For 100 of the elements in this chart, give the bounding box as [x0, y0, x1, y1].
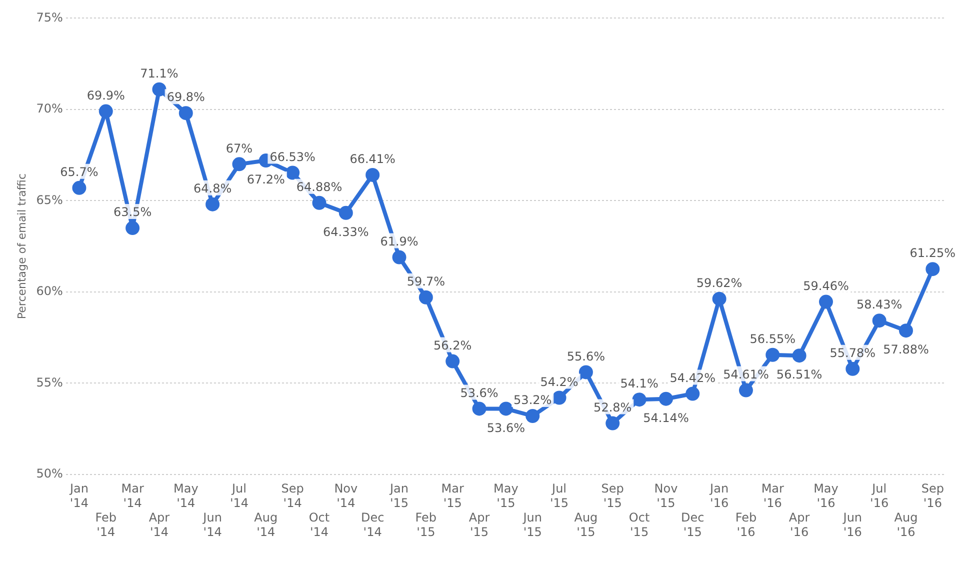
data-label: 61.9%: [380, 234, 418, 248]
data-label: 61.25%: [910, 246, 956, 260]
x-tick-label: Oct '15: [628, 510, 650, 539]
x-tick-label: Jan '16: [709, 482, 729, 510]
point: [766, 348, 780, 362]
data-label: 54.2%: [540, 374, 578, 389]
point: [338, 206, 353, 220]
x-tick-label: May '14: [173, 482, 198, 510]
point: [872, 314, 886, 328]
x-tick-label: Aug '16: [894, 510, 918, 539]
point: [98, 104, 113, 118]
point: [366, 168, 380, 182]
data-label: 63.5%: [113, 205, 152, 220]
x-tick-label: Oct '14: [308, 510, 330, 539]
data-label: 56.2%: [434, 338, 472, 352]
data-label: 64.8%: [193, 181, 232, 196]
point: [552, 390, 566, 405]
data-label: 52.8%: [594, 400, 632, 414]
data-label: 54.1%: [620, 376, 658, 391]
x-tick-label: Jul '14: [230, 482, 249, 510]
point: [286, 166, 300, 180]
point: [446, 354, 460, 368]
data-label: 57.88%: [883, 342, 929, 357]
point: [206, 197, 220, 212]
point: [232, 157, 246, 172]
x-tick-label: Jun '15: [522, 510, 542, 539]
x-tick-label: Apr '15: [468, 510, 490, 539]
data-label: 69.8%: [166, 90, 205, 104]
x-tick-label: Sep '14: [281, 482, 304, 510]
x-tick-label: Apr '16: [788, 510, 810, 539]
data-label: 64.33%: [323, 225, 369, 240]
point: [418, 290, 433, 304]
point: [792, 348, 806, 363]
data-label: 53.2%: [514, 393, 552, 408]
point: [526, 409, 540, 424]
x-tick-label: Feb '15: [415, 510, 437, 539]
x-tick-label: Jan '15: [389, 482, 409, 510]
x-tick-label: Dec '14: [360, 510, 384, 539]
data-label: 56.51%: [776, 368, 822, 382]
y-tick-label: 50%: [36, 466, 63, 481]
y-tick-label: 55%: [36, 375, 63, 390]
x-tick-label: Aug '14: [254, 510, 278, 539]
point: [926, 262, 940, 276]
x-tick-label: Feb '16: [735, 510, 757, 539]
data-label: 53.6%: [486, 420, 525, 435]
y-tick-label: 75%: [36, 10, 63, 24]
data-label: 54.61%: [723, 367, 769, 382]
data-label: 67%: [226, 141, 253, 156]
x-tick-label: Mar '15: [441, 482, 464, 510]
point: [472, 402, 486, 416]
point: [738, 383, 753, 398]
data-label: 59.46%: [803, 278, 849, 293]
x-tick-label: Nov '15: [654, 482, 678, 510]
point: [312, 196, 326, 210]
point: [818, 294, 833, 309]
point: [72, 180, 86, 195]
x-tick-label: May '15: [494, 482, 518, 510]
point: [578, 365, 593, 380]
data-label: 67.2%: [246, 172, 285, 187]
x-tick-label: Sep '16: [921, 482, 944, 510]
point: [126, 221, 140, 236]
y-tick-label: 70%: [36, 102, 63, 116]
data-label: 54.14%: [643, 410, 689, 425]
data-label: 59.7%: [406, 274, 445, 289]
point: [846, 362, 860, 376]
x-tick-label: Dec '15: [681, 510, 704, 539]
point: [658, 392, 673, 406]
x-tick-label: Jul '15: [550, 482, 569, 510]
data-label: 56.55%: [750, 332, 796, 346]
x-tick-label: Jan '14: [68, 482, 88, 510]
point: [498, 402, 513, 416]
data-label: 59.62%: [696, 276, 742, 290]
point: [686, 386, 700, 401]
x-tick-label: Jul '16: [870, 482, 889, 510]
data-label: 55.6%: [566, 349, 606, 364]
data-label: 64.88%: [296, 180, 342, 194]
x-tick-label: Jun '16: [842, 510, 862, 539]
point: [392, 250, 406, 264]
data-label: 69.9%: [86, 88, 125, 102]
point: [178, 106, 193, 120]
point: [632, 392, 646, 407]
x-tick-label: Sep '15: [601, 482, 624, 510]
point: [606, 416, 620, 430]
x-tick-label: May '16: [814, 482, 838, 510]
data-label: 71.1%: [140, 66, 178, 80]
x-tick-label: Nov '14: [334, 482, 358, 510]
data-label: 66.53%: [270, 150, 316, 164]
data-label: 54.42%: [670, 370, 716, 385]
x-tick-label: Mar '16: [761, 482, 784, 510]
x-tick-label: Aug '15: [574, 510, 598, 539]
y-axis-title: Percentage of email traffic: [15, 174, 28, 320]
point: [152, 82, 166, 96]
point: [712, 292, 726, 306]
y-tick-label: 65%: [36, 192, 63, 207]
data-label: 55.78%: [830, 346, 876, 360]
x-tick-label: Jun '14: [202, 510, 222, 539]
x-tick-label: Mar '14: [121, 482, 144, 510]
data-label: 65.7%: [60, 165, 98, 180]
x-tick-label: Feb '14: [95, 510, 117, 539]
point: [898, 324, 913, 338]
